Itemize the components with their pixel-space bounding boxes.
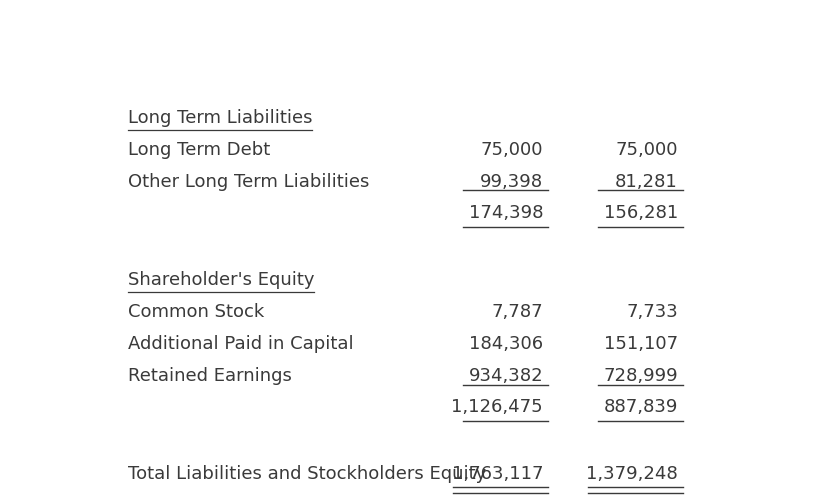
Text: 1,379,248: 1,379,248 xyxy=(586,465,677,483)
Text: 151,107: 151,107 xyxy=(603,335,677,353)
Text: 7,733: 7,733 xyxy=(625,303,677,321)
Text: Long Term Debt: Long Term Debt xyxy=(127,141,270,159)
Text: Long Term Liabilities: Long Term Liabilities xyxy=(127,109,312,127)
Text: 75,000: 75,000 xyxy=(480,141,543,159)
Text: 7,787: 7,787 xyxy=(491,303,543,321)
Text: 728,999: 728,999 xyxy=(602,367,677,385)
Text: 156,281: 156,281 xyxy=(603,205,677,222)
Text: 934,382: 934,382 xyxy=(468,367,543,385)
Text: 1,126,475: 1,126,475 xyxy=(451,399,543,416)
Text: Other Long Term Liabilities: Other Long Term Liabilities xyxy=(127,173,369,191)
Text: 81,281: 81,281 xyxy=(614,173,677,191)
Text: Additional Paid in Capital: Additional Paid in Capital xyxy=(127,335,353,353)
Text: Retained Earnings: Retained Earnings xyxy=(127,367,291,385)
Text: 184,306: 184,306 xyxy=(468,335,543,353)
Text: Total Liabilities and Stockholders Equity: Total Liabilities and Stockholders Equit… xyxy=(127,465,485,483)
Text: 99,398: 99,398 xyxy=(480,173,543,191)
Text: Common Stock: Common Stock xyxy=(127,303,264,321)
Text: 75,000: 75,000 xyxy=(614,141,677,159)
Text: 887,839: 887,839 xyxy=(603,399,677,416)
Text: 1,763,117: 1,763,117 xyxy=(451,465,543,483)
Text: 174,398: 174,398 xyxy=(468,205,543,222)
Text: Shareholder's Equity: Shareholder's Equity xyxy=(127,271,314,289)
